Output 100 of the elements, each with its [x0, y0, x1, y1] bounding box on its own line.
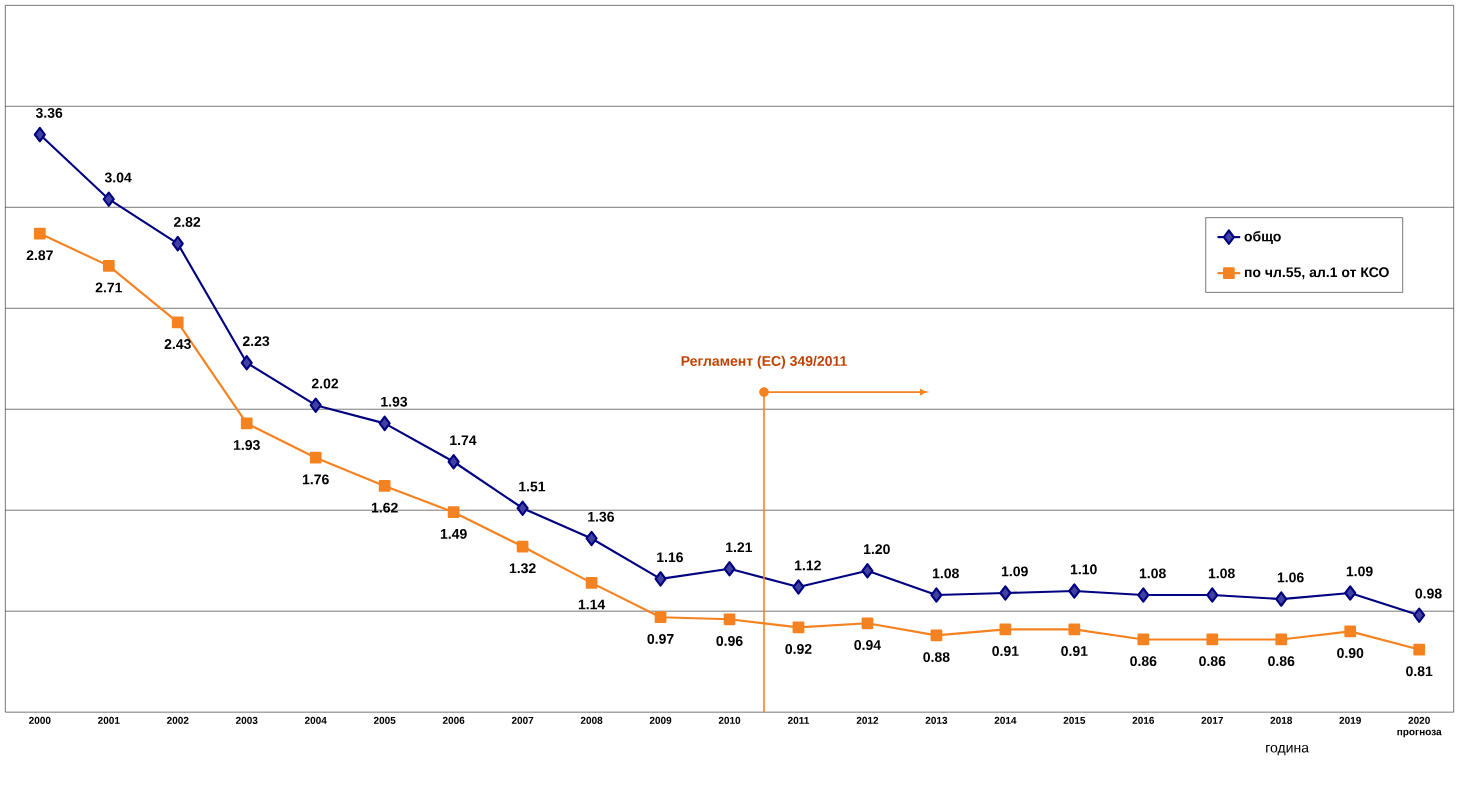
- point: [1206, 633, 1219, 646]
- point: [792, 579, 805, 595]
- data-label: 0.86: [1268, 656, 1295, 667]
- point: [1137, 587, 1150, 603]
- data-label: 0.91: [992, 646, 1019, 657]
- point: [861, 563, 874, 579]
- point: [1068, 583, 1081, 599]
- x-tick-label: 2015: [1063, 716, 1086, 725]
- data-label: 2.43: [164, 339, 191, 350]
- point: [516, 540, 529, 553]
- data-label: 1.10: [1070, 564, 1097, 575]
- data-label: 1.16: [657, 552, 683, 563]
- x-tick-label: 2006: [442, 716, 465, 725]
- point: [1275, 591, 1288, 607]
- data-label: 1.09: [1001, 566, 1028, 577]
- point: [102, 191, 115, 208]
- legend-label: по чл.55, ал.1 от КСО: [1244, 267, 1389, 280]
- data-label: 2.02: [311, 378, 339, 389]
- data-label: 1.08: [1208, 568, 1235, 579]
- data-label: 2.87: [26, 250, 53, 261]
- data-label: 2.71: [95, 282, 123, 293]
- point: [930, 587, 943, 603]
- data-label: 1.12: [795, 560, 821, 571]
- point: [309, 451, 322, 464]
- point: [861, 617, 874, 630]
- point: [1344, 625, 1357, 638]
- point: [240, 355, 253, 371]
- data-label: 3.04: [104, 172, 132, 183]
- data-label: 1.08: [933, 568, 959, 579]
- x-tick-label: 2007: [511, 716, 534, 725]
- point: [102, 260, 115, 272]
- point: [33, 126, 46, 143]
- point: [171, 235, 184, 252]
- point: [930, 629, 943, 642]
- point: [723, 613, 736, 626]
- point: [654, 611, 667, 624]
- data-label: 0.86: [1199, 656, 1226, 667]
- x-tick-label: 2017: [1201, 716, 1223, 725]
- x-tick-label: 2005: [373, 716, 396, 725]
- point: [378, 415, 391, 432]
- data-label: 1.51: [519, 481, 546, 492]
- point: [1137, 633, 1150, 646]
- point: [1068, 623, 1081, 636]
- point: [999, 623, 1012, 636]
- data-label: 0.86: [1130, 656, 1157, 667]
- data-label: 1.32: [509, 563, 536, 574]
- x-tick-label: 2016: [1132, 716, 1155, 725]
- data-label: 1.62: [371, 502, 398, 513]
- point: [447, 454, 460, 470]
- x-tick-label: 2004: [304, 716, 327, 725]
- data-label: 1.08: [1139, 568, 1166, 579]
- point: [1275, 633, 1288, 646]
- point: [378, 480, 391, 492]
- ref-line-label: Регламент (ЕС) 349/2011: [681, 355, 847, 369]
- x-tick-label: 2011: [787, 716, 810, 725]
- point: [723, 561, 736, 577]
- data-label: 2.23: [242, 336, 270, 347]
- data-label: 1.09: [1346, 566, 1373, 577]
- point: [999, 585, 1012, 601]
- x-tick-label: 2001: [98, 716, 120, 725]
- data-label: 0.94: [854, 640, 881, 651]
- x-tick-label: 2020 прогноза: [1397, 716, 1442, 738]
- x-tick-label: 2014: [994, 716, 1017, 725]
- data-label: 1.76: [302, 474, 329, 485]
- point: [1206, 587, 1219, 603]
- data-label: 3.36: [35, 108, 63, 118]
- point: [516, 500, 529, 517]
- point: [171, 316, 184, 329]
- data-label: 1.14: [578, 599, 606, 610]
- data-label: 0.90: [1337, 648, 1364, 659]
- x-tick-label: 2002: [166, 716, 189, 725]
- x-tick-label: 2018: [1270, 716, 1293, 725]
- point: [1413, 643, 1426, 656]
- point: [447, 506, 460, 519]
- point: [585, 577, 598, 589]
- x-tick-label: 2009: [649, 716, 672, 725]
- point: [792, 621, 805, 634]
- data-label: 1.49: [440, 529, 467, 539]
- data-label: 0.96: [716, 636, 743, 646]
- data-label: 1.20: [864, 544, 890, 555]
- data-label: 1.93: [233, 440, 260, 451]
- x-axis-title: година: [1266, 744, 1310, 756]
- data-label: 0.88: [923, 652, 950, 663]
- data-label: 0.81: [1406, 666, 1433, 677]
- point: [585, 530, 598, 547]
- x-tick-label: 2013: [925, 716, 948, 725]
- data-label: 0.98: [1415, 588, 1442, 599]
- point: [240, 417, 253, 430]
- data-label: 1.21: [726, 542, 753, 553]
- x-tick-label: 2019: [1339, 716, 1361, 725]
- data-label: 0.91: [1061, 646, 1088, 657]
- point: [33, 227, 46, 240]
- x-tick-label: 2003: [235, 716, 258, 725]
- point: [309, 397, 322, 414]
- point: [1344, 585, 1357, 601]
- x-tick-label: 2012: [856, 716, 879, 725]
- data-label: 2.82: [173, 217, 201, 228]
- x-tick-label: 2000: [29, 716, 51, 725]
- point: [654, 571, 667, 587]
- data-label: 1.93: [381, 396, 408, 407]
